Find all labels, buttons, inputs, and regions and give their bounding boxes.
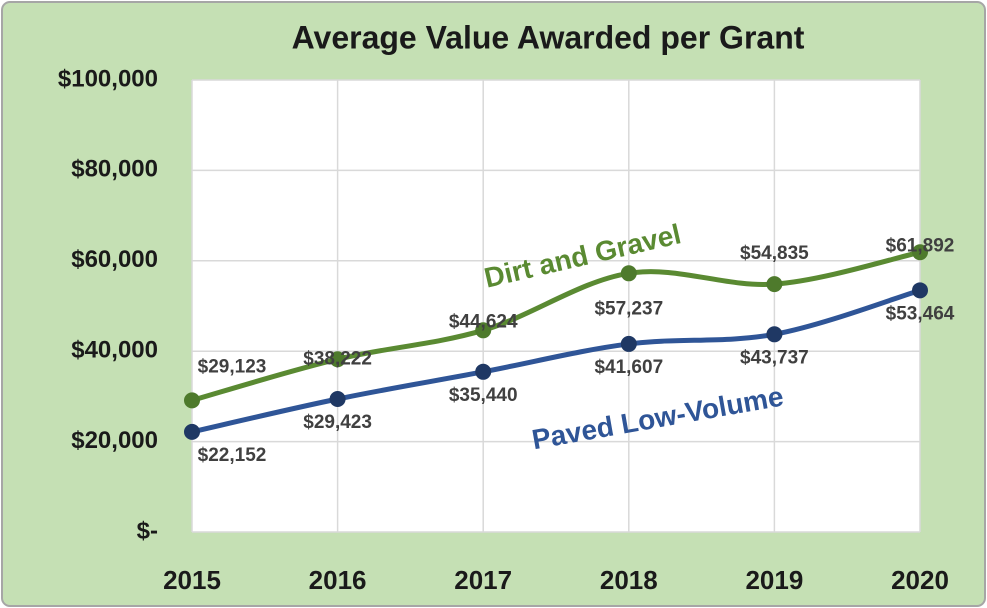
data-label: $29,423 bbox=[303, 412, 372, 433]
data-point bbox=[329, 391, 346, 408]
data-point bbox=[184, 423, 200, 440]
y-tick-label: $100,000 bbox=[58, 65, 158, 92]
x-tick-label: 2020 bbox=[891, 565, 949, 595]
y-tick-label: $60,000 bbox=[71, 246, 158, 273]
y-tick-label: $20,000 bbox=[71, 427, 158, 454]
y-tick-label: $- bbox=[137, 517, 158, 544]
data-label: $44,624 bbox=[449, 311, 518, 332]
series-line bbox=[191, 287, 921, 435]
x-tick-label: 2019 bbox=[745, 565, 803, 595]
x-tick-label: 2016 bbox=[309, 565, 367, 595]
data-label: $43,737 bbox=[740, 347, 809, 368]
series-line bbox=[191, 249, 921, 403]
data-label: $54,835 bbox=[740, 243, 809, 264]
data-point bbox=[766, 276, 783, 293]
data-label: $38,222 bbox=[303, 348, 372, 369]
chart-title: Average Value Awarded per Grant bbox=[292, 19, 805, 55]
data-point bbox=[475, 363, 492, 380]
data-point bbox=[766, 326, 783, 343]
data-label: $53,464 bbox=[886, 303, 955, 324]
y-tick-label: $80,000 bbox=[71, 156, 158, 183]
data-point bbox=[620, 335, 637, 352]
data-point bbox=[184, 392, 200, 409]
x-tick-label: 2018 bbox=[600, 565, 658, 595]
plot-area bbox=[192, 80, 920, 532]
data-point bbox=[912, 244, 928, 261]
data-point bbox=[620, 265, 637, 282]
data-label: $22,152 bbox=[198, 445, 267, 466]
data-label: $41,607 bbox=[594, 357, 663, 378]
data-label: $29,123 bbox=[198, 356, 267, 377]
x-tick-label: 2015 bbox=[163, 565, 221, 595]
y-tick-label: $40,000 bbox=[71, 337, 158, 364]
data-label: $35,440 bbox=[449, 385, 518, 406]
data-point bbox=[475, 322, 492, 339]
data-point bbox=[329, 351, 346, 368]
data-point bbox=[912, 282, 928, 299]
data-label: $57,237 bbox=[594, 298, 663, 319]
x-tick-label: 2017 bbox=[454, 565, 512, 595]
data-label: $61,892 bbox=[886, 235, 955, 256]
